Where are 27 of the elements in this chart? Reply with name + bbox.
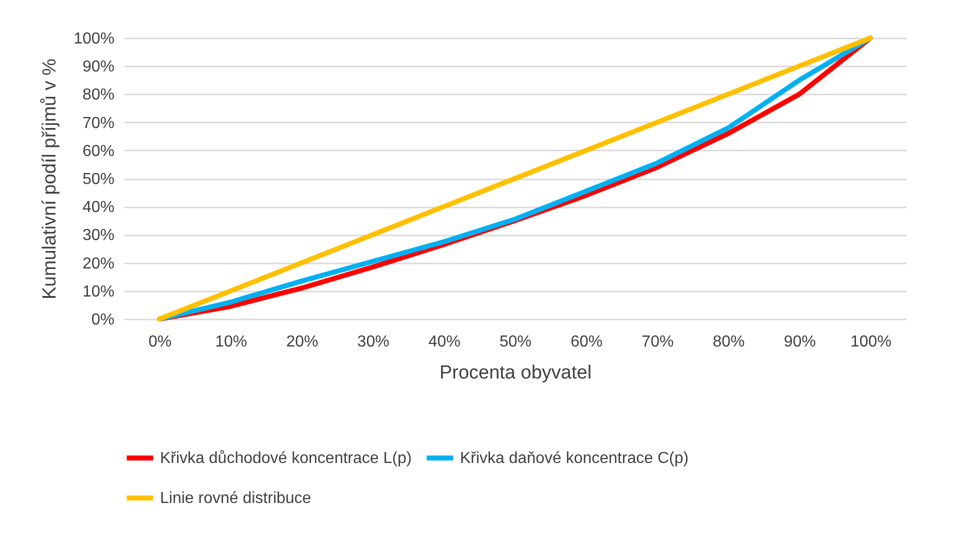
x-tick-label: 0% — [148, 334, 172, 350]
legend-label: Linie rovné distribuce — [160, 490, 312, 507]
y-tick-label: 50% — [82, 171, 114, 188]
x-tick-label: 60% — [570, 334, 603, 350]
x-tick-label: 80% — [712, 334, 745, 350]
y-tick-label: 40% — [82, 199, 114, 216]
y-tick-label: 20% — [82, 255, 114, 272]
x-tick-label: 100% — [850, 334, 892, 350]
x-tick-label: 30% — [357, 334, 390, 350]
y-tick-label: 70% — [82, 114, 114, 132]
legend-label: Křivka důchodové koncentrace L(p) — [160, 450, 412, 467]
legend-label: Křivka daňové koncentrace C(p) — [460, 450, 689, 467]
y-tick-label: 90% — [82, 58, 114, 76]
y-axis-title: Kumulativní podíl příjmů v % — [40, 58, 61, 300]
x-tick-label: 50% — [499, 334, 532, 350]
y-tick-label: 30% — [82, 227, 114, 244]
x-tick-label: 10% — [215, 334, 248, 350]
y-tick-label: 10% — [82, 283, 114, 300]
y-tick-label: 0% — [91, 312, 114, 328]
x-tick-label: 40% — [428, 334, 460, 350]
x-axis-title: Procenta obyvatel — [439, 362, 592, 384]
y-tick-label: 60% — [82, 142, 114, 160]
x-tick-label: 20% — [286, 334, 318, 350]
y-tick-label: 100% — [74, 30, 114, 48]
x-tick-label: 90% — [784, 334, 816, 350]
y-tick-label: 80% — [82, 86, 114, 104]
x-tick-label: 70% — [642, 334, 674, 350]
